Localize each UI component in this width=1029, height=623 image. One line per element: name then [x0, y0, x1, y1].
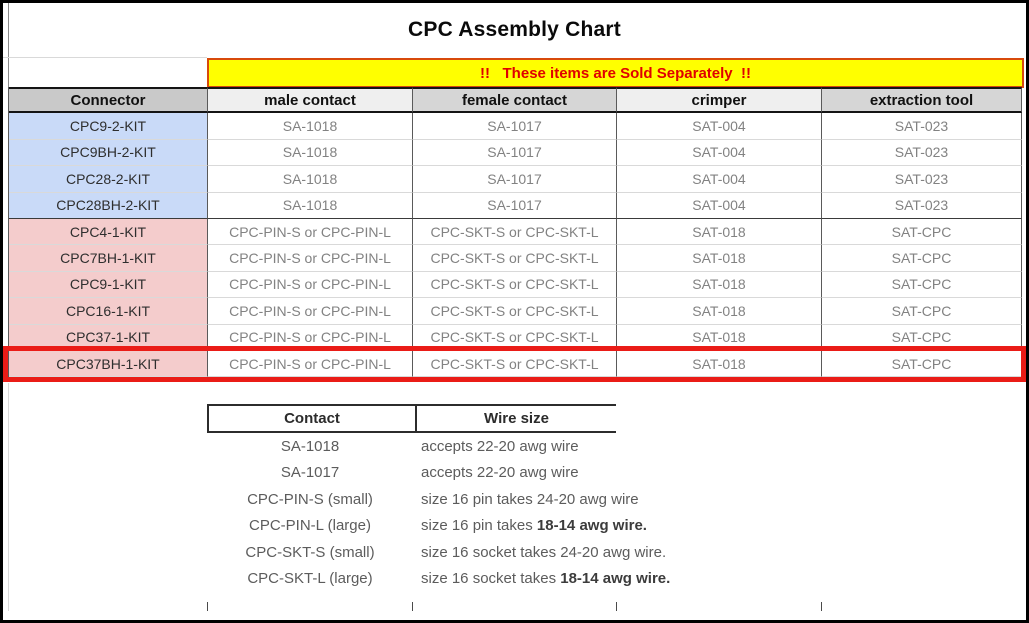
column-header-female-contact: female contact: [413, 87, 617, 113]
crimper-cell: SAT-018: [617, 271, 822, 299]
female-contact-cell: CPC-SKT-S or CPC-SKT-L: [413, 298, 617, 325]
crimper-cell: SAT-018: [617, 245, 822, 272]
wire-size-bold-text: 18-14 awg wire.: [536, 517, 647, 535]
connector-cell: CPC9-1-KIT: [9, 271, 208, 299]
wire-table-row: CPC-PIN-L (large) size 16 pin takes 18-1…: [207, 513, 647, 540]
wire-table-row: SA-1017 accepts 22-20 awg wire: [207, 460, 616, 487]
column-header-connector: Connector: [9, 87, 208, 113]
wire-table-row: CPC-PIN-S (small) size 16 pin takes 24-2…: [207, 486, 639, 513]
wire-size-cell: accepts 22-20 awg wire: [413, 460, 614, 487]
female-contact-cell: SA-1017: [413, 166, 617, 193]
female-contact-cell: CPC-SKT-S or CPC-SKT-L: [413, 350, 617, 378]
male-contact-cell: CPC-PIN-S or CPC-PIN-L: [208, 271, 413, 299]
crimper-cell: SAT-004: [617, 166, 822, 193]
extraction-tool-cell: SAT-CPC: [822, 245, 1022, 272]
column-header-extraction-tool: extraction tool: [822, 87, 1022, 113]
wire-size-text: accepts 22-20 awg wire: [421, 437, 579, 455]
sheet-gridline-horizontal: [3, 57, 207, 58]
wire-size-bold-text: 18-14 awg wire.: [560, 570, 671, 588]
connector-cell: CPC16-1-KIT: [9, 298, 208, 325]
extraction-tool-cell: SAT-023: [822, 139, 1022, 167]
female-contact-cell: SA-1017: [413, 139, 617, 167]
male-contact-cell: SA-1018: [208, 113, 413, 140]
contact-cell: CPC-PIN-S (small): [247, 490, 373, 508]
wire-table-header: Contact Wire size: [207, 404, 616, 433]
column-tick-mark: [821, 602, 822, 611]
wire-table-row: CPC-SKT-S (small) size 16 socket takes 2…: [207, 539, 666, 566]
crimper-cell: SAT-018: [617, 350, 822, 378]
contact-cell: SA-1017: [280, 464, 340, 482]
connector-cell: CPC7BH-1-KIT: [9, 245, 208, 272]
male-contact-cell: SA-1018: [208, 166, 413, 193]
contact-cell: SA-1018: [280, 437, 340, 455]
contact-cell: CPC-PIN-L (large): [249, 517, 371, 535]
connector-cell: CPC4-1-KIT: [9, 218, 208, 246]
connector-cell-highlighted: CPC37BH-1-KIT: [9, 350, 208, 378]
wire-size-text: size 16 socket takes: [421, 570, 561, 588]
female-contact-cell: CPC-SKT-S or CPC-SKT-L: [413, 271, 617, 299]
wire-size-cell: accepts 22-20 awg wire: [413, 433, 614, 460]
extraction-tool-cell: SAT-CPC: [822, 271, 1022, 299]
connector-cell: CPC28BH-2-KIT: [9, 192, 208, 219]
highlighted-row-red-box: [3, 346, 1026, 382]
extraction-tool-cell: SAT-CPC: [822, 350, 1022, 378]
crimper-cell: SAT-004: [617, 113, 822, 140]
connector-cell: CPC9-2-KIT: [9, 113, 208, 140]
contact-cell: CPC-SKT-L (large): [247, 570, 373, 588]
connector-cell: CPC9BH-2-KIT: [9, 139, 208, 167]
extraction-tool-cell: SAT-023: [822, 113, 1022, 140]
column-tick-mark: [207, 602, 208, 611]
wire-size-text: size 16 pin takes 24-20 awg wire: [421, 490, 639, 508]
page-title: CPC Assembly Chart: [408, 18, 621, 41]
contact-cell: CPC-SKT-S (small): [245, 543, 375, 561]
wire-size-cell: size 16 socket takes 24-20 awg wire.: [413, 539, 666, 566]
column-header-contact: Contact: [209, 406, 415, 431]
crimper-cell: SAT-018: [617, 298, 822, 325]
female-contact-cell: SA-1017: [413, 192, 617, 219]
column-header-male-contact: male contact: [208, 87, 413, 113]
wire-size-table: Contact Wire size SA-1018 accepts 22-20 …: [207, 404, 670, 593]
extraction-tool-cell: SAT-023: [822, 192, 1022, 219]
wire-size-text: accepts 22-20 awg wire: [421, 464, 579, 482]
column-header-wire-size: Wire size: [415, 406, 616, 431]
column-header-crimper: crimper: [617, 87, 822, 113]
male-contact-cell: CPC-PIN-S or CPC-PIN-L: [208, 350, 413, 378]
sheet-gridline-vertical-top: [8, 3, 9, 87]
male-contact-cell: SA-1018: [208, 139, 413, 167]
wire-size-cell: size 16 pin takes 24-20 awg wire: [413, 486, 639, 513]
crimper-cell: SAT-004: [617, 139, 822, 167]
female-contact-cell: CPC-SKT-S or CPC-SKT-L: [413, 245, 617, 272]
connector-cell: CPC28-2-KIT: [9, 166, 208, 193]
column-tick-mark: [616, 602, 617, 611]
extraction-tool-cell: SAT-CPC: [822, 298, 1022, 325]
extraction-tool-cell: SAT-CPC: [822, 218, 1022, 246]
male-contact-cell: CPC-PIN-S or CPC-PIN-L: [208, 245, 413, 272]
female-contact-cell: SA-1017: [413, 113, 617, 140]
wire-size-cell: size 16 pin takes 18-14 awg wire.: [413, 513, 647, 540]
male-contact-cell: SA-1018: [208, 192, 413, 219]
wire-size-text: size 16 socket takes 24-20 awg wire.: [421, 543, 667, 561]
wire-size-text: size 16 pin takes: [421, 517, 537, 535]
male-contact-cell: CPC-PIN-S or CPC-PIN-L: [208, 218, 413, 246]
female-contact-cell: CPC-SKT-S or CPC-SKT-L: [413, 218, 617, 246]
wire-table-row: CPC-SKT-L (large) size 16 socket takes 1…: [207, 566, 670, 593]
wire-table-row: SA-1018 accepts 22-20 awg wire: [207, 433, 616, 460]
column-tick-mark: [412, 602, 413, 611]
sold-separately-banner: !! These items are Sold Separately !!: [207, 58, 1024, 88]
male-contact-cell: CPC-PIN-S or CPC-PIN-L: [208, 298, 413, 325]
assembly-table: Connector male contact female contact cr…: [8, 87, 1024, 378]
crimper-cell: SAT-004: [617, 192, 822, 219]
crimper-cell: SAT-018: [617, 218, 822, 246]
sheet-gridline-vertical-bottom: [8, 383, 9, 611]
wire-size-cell: size 16 socket takes 18-14 awg wire.: [413, 566, 670, 593]
extraction-tool-cell: SAT-023: [822, 166, 1022, 193]
